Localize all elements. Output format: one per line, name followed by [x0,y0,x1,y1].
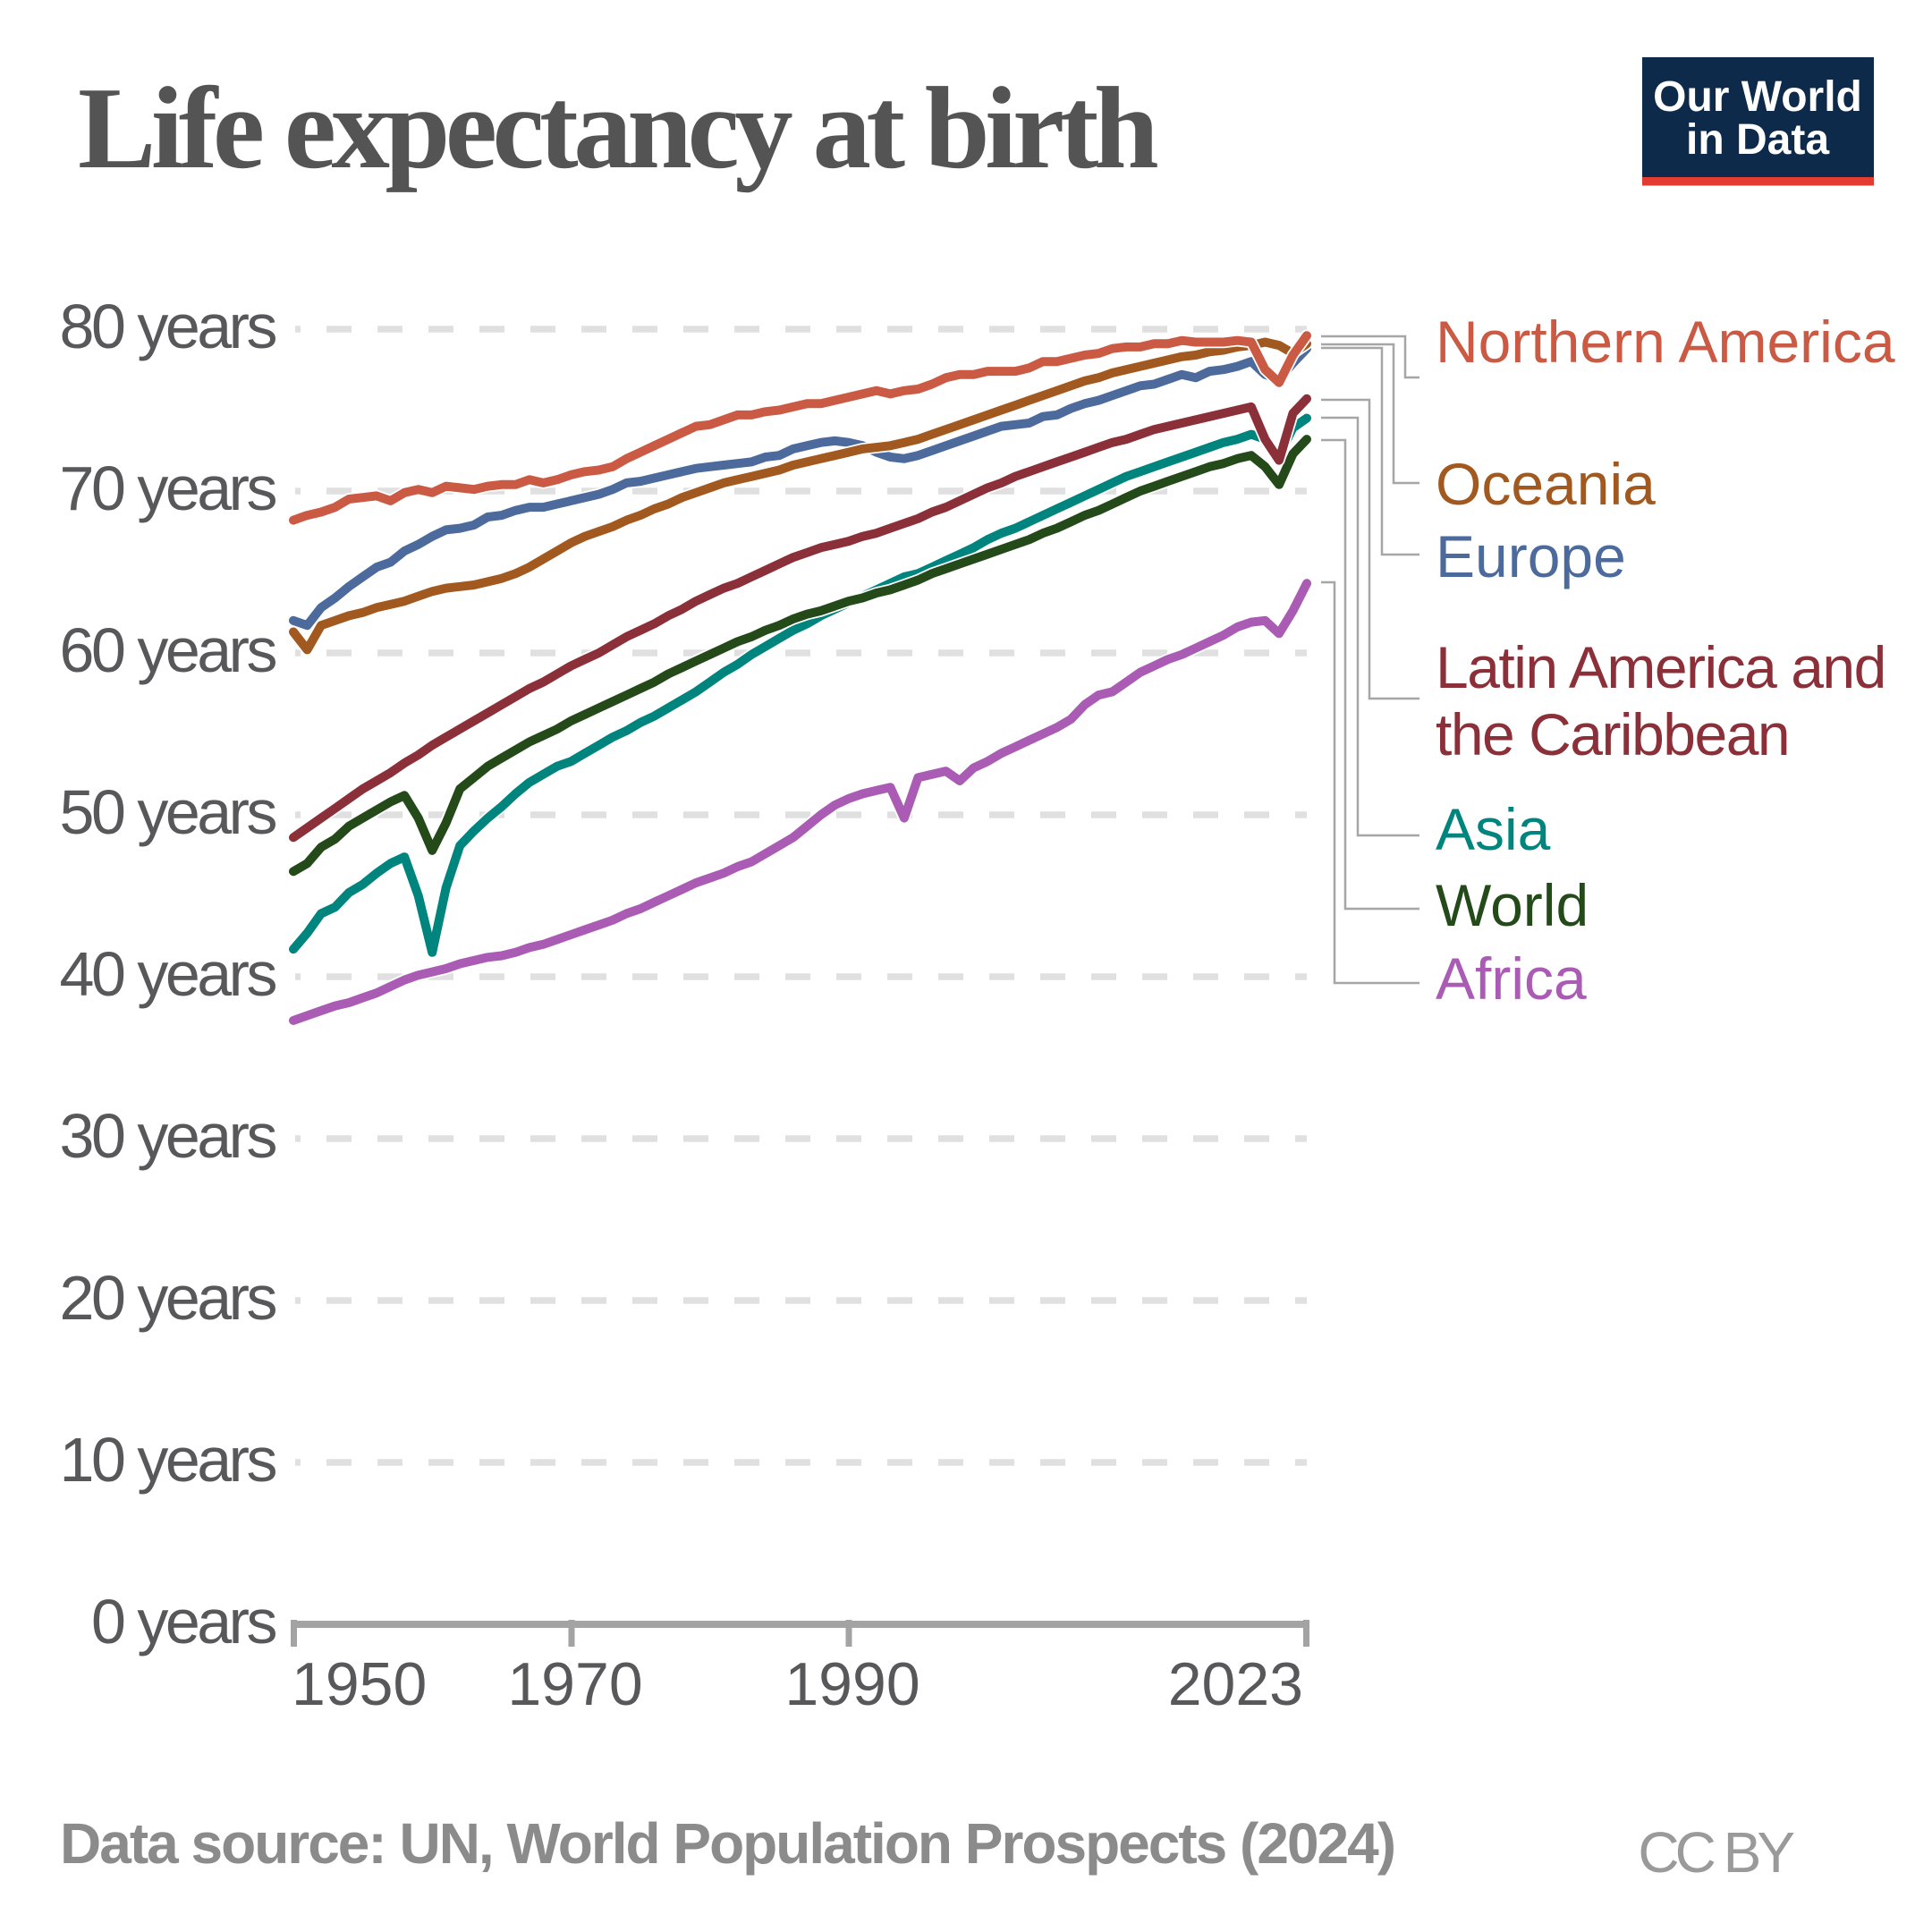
svg-text:20 years: 20 years [60,1263,276,1333]
svg-text:1990: 1990 [784,1650,919,1718]
svg-text:Africa: Africa [1436,945,1587,1012]
svg-text:40 years: 40 years [60,939,276,1009]
svg-text:in Data: in Data [1686,116,1829,164]
svg-text:Oceania: Oceania [1436,451,1656,517]
svg-text:Latin America and: Latin America and [1436,634,1885,700]
svg-text:2023: 2023 [1168,1650,1303,1718]
svg-text:Data source: UN, World Populat: Data source: UN, World Population Prospe… [60,1811,1394,1876]
svg-text:CC BY: CC BY [1638,1820,1794,1885]
svg-text:0 years: 0 years [91,1587,276,1657]
svg-text:Our World: Our World [1653,73,1862,121]
svg-text:80 years: 80 years [60,292,276,361]
svg-text:the Caribbean: the Caribbean [1436,701,1789,767]
svg-text:30 years: 30 years [60,1101,276,1171]
svg-text:Northern America: Northern America [1436,309,1895,375]
svg-text:1970: 1970 [507,1650,642,1718]
svg-text:Europe: Europe [1436,523,1626,589]
svg-text:World: World [1436,872,1589,938]
svg-text:10 years: 10 years [60,1425,276,1495]
svg-text:Asia: Asia [1436,796,1551,862]
svg-text:Life expectancy at birth: Life expectancy at birth [78,64,1157,193]
svg-text:1950: 1950 [292,1650,427,1718]
svg-text:70 years: 70 years [60,453,276,523]
svg-text:60 years: 60 years [60,615,276,685]
svg-text:50 years: 50 years [60,777,276,847]
